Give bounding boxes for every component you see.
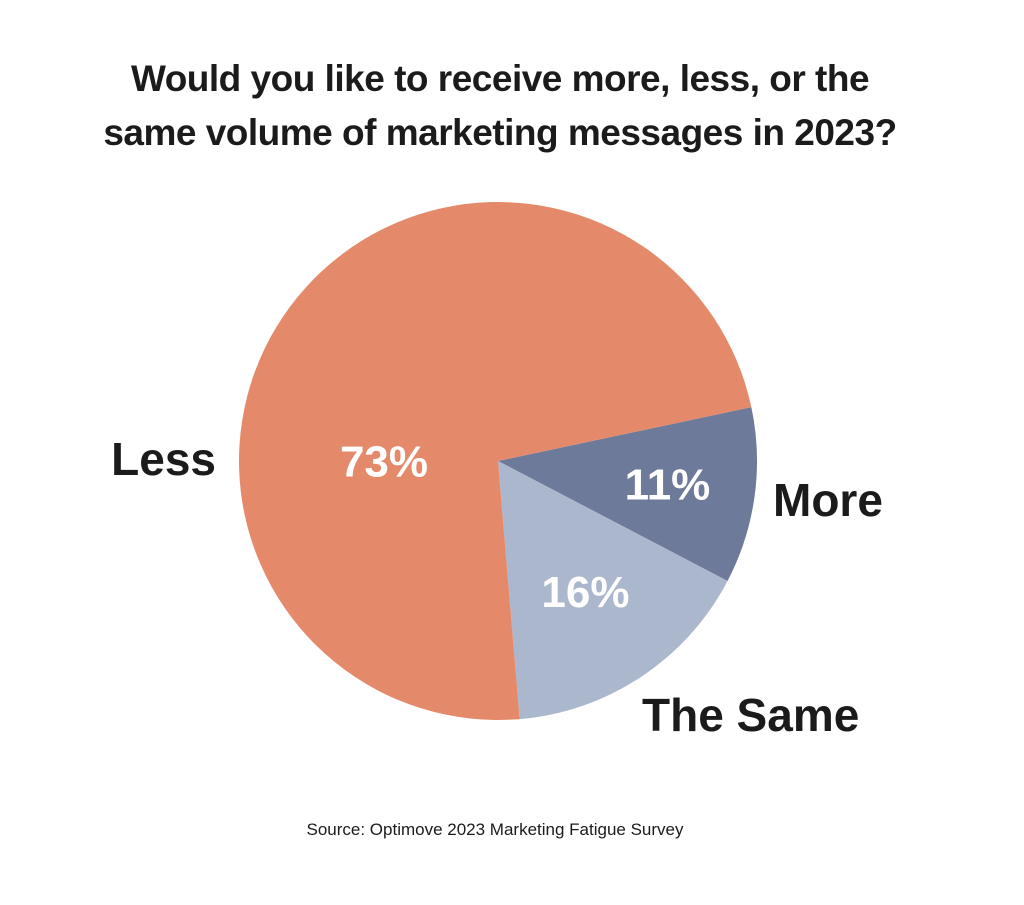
pie-slices [238,201,757,720]
chart-title-line-2: same volume of marketing messages in 202… [103,112,897,153]
category-label-more: More [773,474,883,526]
category-label-the-same: The Same [642,689,859,741]
value-label-the-same: 16% [541,568,629,617]
pie-slice-the-same [498,461,728,720]
category-label-less: Less [111,433,216,485]
value-label-less: 73% [340,438,428,487]
pie-category-labels: More The Same Less [111,433,883,741]
pie-slice-more [498,407,757,581]
chart-title: Would you like to receive more, less, or… [0,52,1000,160]
value-label-more: 11% [625,460,711,509]
chart-title-line-1: Would you like to receive more, less, or… [130,58,870,99]
pie-value-labels: 11% 16% 73% [340,438,710,618]
source-note: Source: Optimove 2023 Marketing Fatigue … [306,820,684,839]
pie-slice-less [238,201,752,720]
